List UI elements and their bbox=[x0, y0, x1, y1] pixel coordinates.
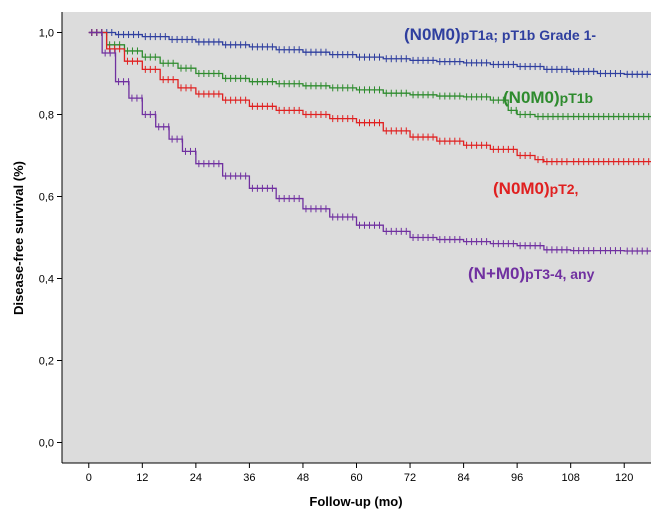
series-label-main: (N0M0) bbox=[404, 25, 461, 44]
x-tick-label: 24 bbox=[190, 472, 202, 484]
y-tick-label: 0,0 bbox=[39, 438, 54, 450]
series-line-2 bbox=[88, 31, 651, 118]
x-tick-label: 108 bbox=[562, 472, 580, 484]
y-tick-label: 1,0 bbox=[39, 28, 54, 40]
censor-marks-3 bbox=[91, 29, 650, 166]
y-tick-label: 0,4 bbox=[39, 274, 54, 286]
series-label-rest: pT2, bbox=[550, 181, 579, 197]
series-line-1 bbox=[88, 31, 651, 76]
x-tick-label: 12 bbox=[136, 472, 148, 484]
x-tick-label: 48 bbox=[297, 472, 309, 484]
censor-marks-4 bbox=[91, 29, 648, 255]
x-tick-label: 72 bbox=[404, 472, 416, 484]
y-tick-label: 0,8 bbox=[39, 110, 54, 122]
series-line-3 bbox=[88, 31, 651, 163]
y-tick-label: 0,6 bbox=[39, 192, 54, 204]
series-label-2: (N0M0)pT1b bbox=[503, 88, 593, 107]
x-tick-label: 0 bbox=[86, 472, 92, 484]
x-tick-label: 84 bbox=[457, 472, 469, 484]
censor-marks-1 bbox=[91, 29, 648, 78]
series-label-rest: pT3-4, any bbox=[525, 266, 594, 282]
series-label-3: (N0M0)pT2, bbox=[493, 179, 578, 198]
series-label-main: (N0M0) bbox=[493, 179, 550, 198]
series-label-main: (N0M0) bbox=[503, 88, 560, 107]
x-tick-label: 60 bbox=[350, 472, 362, 484]
series-label-rest: pT1b bbox=[560, 90, 593, 106]
series-line-4 bbox=[88, 31, 651, 252]
x-axis-title: Follow-up (mo) bbox=[309, 494, 402, 509]
series-labels: (N0M0)pT1a; pT1b Grade 1-(N0M0)pT1b(N0M0… bbox=[404, 25, 596, 283]
y-axis-ticks: 0,0 0,2 0,4 0,6 0,8 1,0 bbox=[39, 28, 62, 450]
plot-area bbox=[62, 12, 651, 463]
x-tick-label: 36 bbox=[243, 472, 255, 484]
censor-marks-2 bbox=[91, 29, 650, 121]
x-axis-ticks: 0 12 24 36 48 60 72 84 96 108 120 bbox=[86, 463, 633, 484]
y-tick-label: 0,2 bbox=[39, 356, 54, 368]
series-label-1: (N0M0)pT1a; pT1b Grade 1- bbox=[404, 25, 596, 44]
y-axis-title: Disease-free survival (%) bbox=[11, 161, 26, 315]
series-label-rest: pT1a; pT1b Grade 1- bbox=[461, 27, 597, 43]
x-tick-label: 120 bbox=[615, 472, 633, 484]
chart-marks bbox=[88, 29, 651, 255]
series-label-main: (N+M0) bbox=[468, 264, 525, 283]
series-label-4: (N+M0)pT3-4, any bbox=[468, 264, 595, 283]
x-tick-label: 96 bbox=[511, 472, 523, 484]
